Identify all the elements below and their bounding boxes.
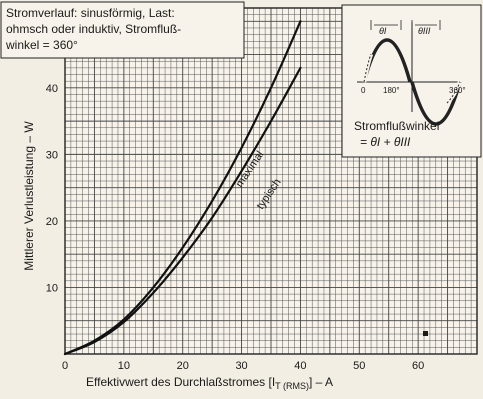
series-line-maximal [63, 20, 302, 356]
inset-theta3: θIII [418, 26, 431, 36]
x-tick-label: 40 [294, 360, 306, 372]
x-axis-label-end: ] – A [309, 375, 333, 389]
x-axis-label: Effektivwert des Durchlaßstromes [IT (RM… [86, 375, 333, 391]
x-axis-label-main: Effektivwert des Durchlaßstromes [I [86, 375, 275, 389]
x-tick-label: 0 [62, 360, 68, 372]
y-tick-label: 10 [46, 282, 58, 294]
annotation-line1: Stromverlauf: sinusförmig, Last: [6, 6, 175, 20]
y-axis-label: Mittlerer Verlustleistung – W [22, 121, 36, 271]
inset-theta1: θI [379, 26, 387, 36]
x-tick-label: 50 [353, 360, 365, 372]
inset-tick-360: 360° [449, 86, 466, 95]
inset-tick-180: 180° [383, 86, 400, 95]
series-line-typisch [63, 66, 302, 356]
x-tick-label: 30 [235, 360, 247, 372]
inset-waveform: θI θIII 0 180° 360° Stromflußwinkel = θI… [341, 4, 482, 158]
svg-text:Effektivwert des Durchlaßstrom: Effektivwert des Durchlaßstromes [IT (RM… [86, 375, 333, 391]
y-tick-label: 20 [46, 216, 58, 228]
x-tick-label: 10 [118, 360, 130, 372]
annotation-line2: ohmsch oder induktiv, Stromfluß- [6, 22, 181, 36]
x-axis-label-sub: T (RMS) [275, 381, 309, 391]
y-tick-label: 30 [46, 149, 58, 161]
inset-tick-0: 0 [361, 86, 366, 95]
annotation-box [0, 1, 245, 59]
series-lines [63, 20, 302, 356]
plot-frame [64, 7, 478, 355]
inset-caption1: Stromflußwinkel [354, 119, 439, 133]
ink-dot [423, 331, 428, 336]
inset-caption2: = θI + θIII [360, 135, 411, 149]
x-tick-label: 20 [177, 360, 189, 372]
y-tick-label: 40 [46, 83, 58, 95]
x-tick-labels: 0 10 20 30 40 50 60 [62, 360, 424, 372]
annotation-line3: winkel = 360° [5, 38, 78, 52]
x-tick-label: 60 [412, 360, 424, 372]
